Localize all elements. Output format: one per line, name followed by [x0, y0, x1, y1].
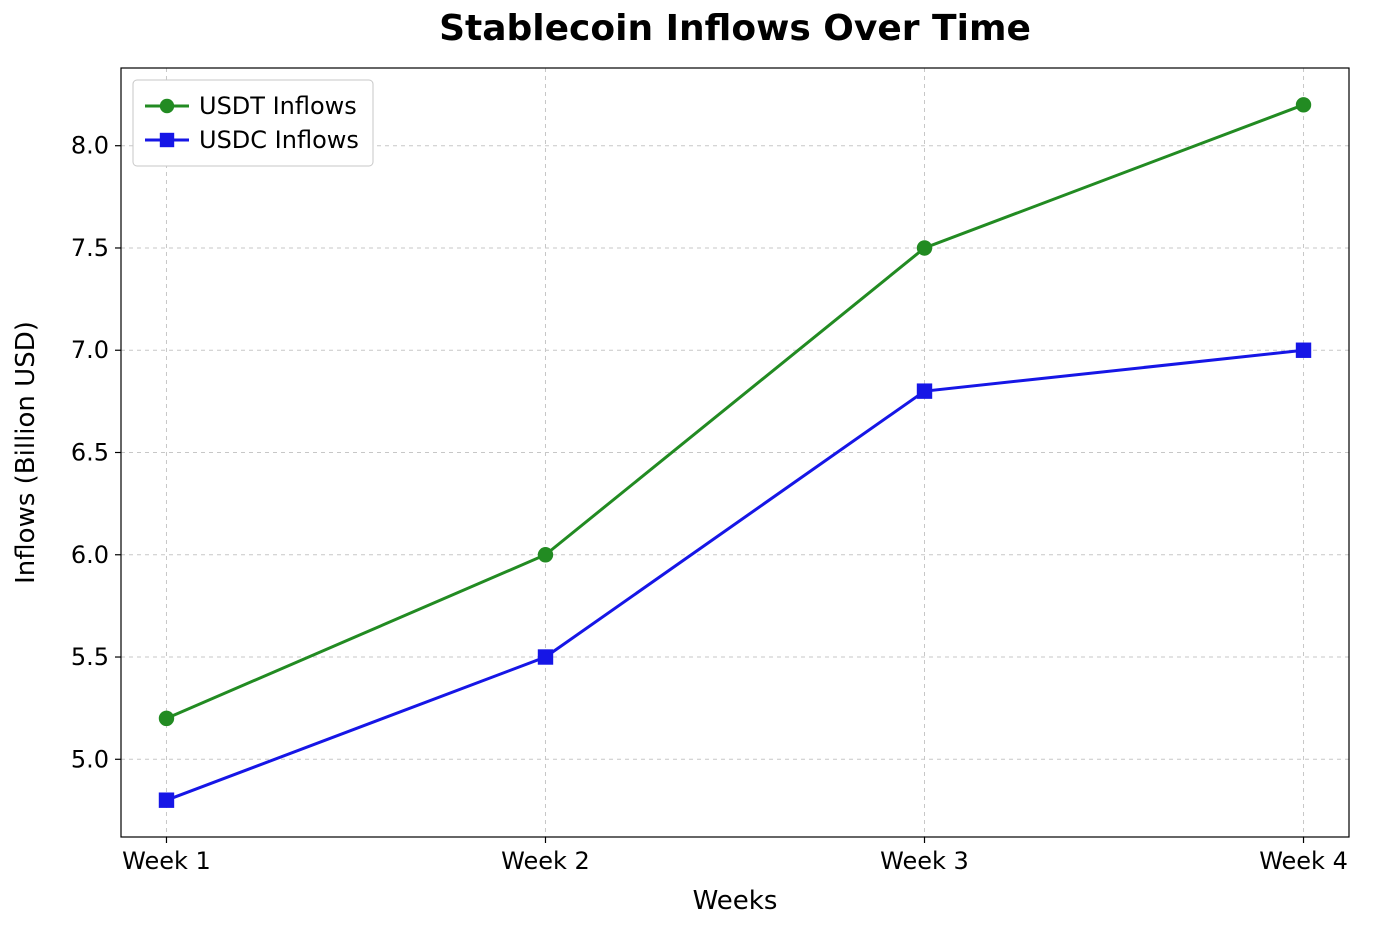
x-tick-label: Week 1: [122, 847, 211, 875]
y-tick-label: 6.0: [71, 541, 109, 569]
marker-usdc: [159, 793, 173, 807]
x-axis-label: Weeks: [693, 886, 778, 916]
marker-usdt: [1296, 98, 1310, 112]
marker-usdt: [538, 548, 552, 562]
y-tick-label: 5.0: [71, 745, 109, 773]
legend-marker-usdt: [160, 99, 174, 113]
y-tick-label: 8.0: [71, 132, 109, 160]
chart-container: Week 1 Week 2 Week 3 Week 4 5.0 5.5 6.0 6.5 7.0…: [0, 0, 1392, 947]
y-axis-label: Inflows (Billion USD): [11, 321, 41, 584]
legend: USDT Inflows USDC Inflows: [133, 80, 373, 166]
y-tick-label: 5.5: [71, 643, 109, 671]
x-tick-label: Week 3: [880, 847, 969, 875]
y-tick-label: 6.5: [71, 439, 109, 467]
legend-label-usdt: USDT Inflows: [199, 92, 357, 120]
marker-usdc: [917, 384, 931, 398]
y-tick-label: 7.0: [71, 336, 109, 364]
x-tick-label: Week 2: [501, 847, 590, 875]
legend-label-usdc: USDC Inflows: [199, 126, 359, 154]
x-tick-label: Week 4: [1259, 847, 1348, 875]
marker-usdt: [917, 241, 931, 255]
chart-title: Stablecoin Inflows Over Time: [439, 8, 1031, 49]
line-chart: Week 1 Week 2 Week 3 Week 4 5.0 5.5 6.0 6.5 7.0…: [0, 0, 1392, 947]
marker-usdc: [1296, 343, 1310, 357]
marker-usdt: [159, 711, 173, 725]
legend-marker-usdc: [160, 133, 174, 147]
marker-usdc: [538, 650, 552, 664]
y-tick-label: 7.5: [71, 234, 109, 262]
